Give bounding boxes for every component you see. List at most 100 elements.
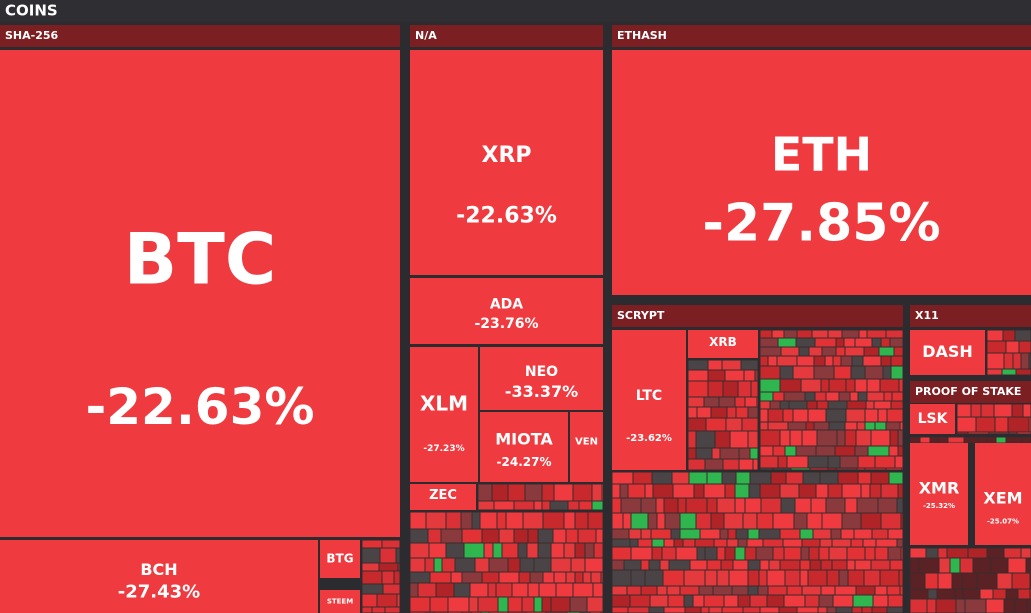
small-tile[interactable] — [688, 360, 708, 370]
small-tile[interactable] — [773, 513, 794, 529]
coin-tile[interactable] — [975, 443, 1031, 545]
small-tile[interactable] — [760, 484, 780, 498]
small-tile[interactable] — [1006, 341, 1019, 353]
small-tile[interactable] — [841, 356, 852, 366]
small-tile[interactable] — [760, 422, 768, 430]
small-tile[interactable] — [813, 529, 831, 539]
small-tile[interactable] — [939, 558, 950, 573]
small-tile[interactable] — [910, 599, 927, 613]
small-tile[interactable] — [525, 484, 542, 501]
small-tile[interactable] — [705, 570, 717, 586]
small-tile[interactable] — [919, 558, 939, 573]
small-tile[interactable] — [462, 572, 482, 583]
small-tile[interactable] — [759, 570, 767, 586]
small-tile[interactable] — [875, 547, 888, 560]
small-tile[interactable] — [720, 529, 728, 539]
small-tile[interactable] — [987, 353, 1004, 369]
small-tile[interactable] — [506, 512, 523, 529]
small-tile[interactable] — [873, 595, 888, 607]
small-tile[interactable] — [842, 484, 861, 498]
small-tile[interactable] — [894, 347, 903, 356]
small-tile[interactable] — [956, 599, 965, 613]
small-tile[interactable] — [489, 558, 508, 572]
small-tile[interactable] — [995, 417, 1008, 432]
small-tile[interactable] — [829, 379, 846, 392]
small-tile[interactable] — [884, 392, 892, 401]
small-tile[interactable] — [858, 392, 867, 401]
small-tile[interactable] — [706, 418, 726, 431]
small-tile[interactable] — [759, 529, 780, 539]
small-tile[interactable] — [648, 513, 657, 529]
small-tile[interactable] — [1008, 417, 1029, 432]
small-tile[interactable] — [747, 539, 763, 547]
small-tile[interactable] — [780, 430, 790, 446]
small-tile[interactable] — [362, 563, 379, 571]
small-tile[interactable] — [771, 472, 786, 484]
small-tile[interactable] — [865, 468, 886, 470]
small-tile[interactable] — [760, 468, 773, 470]
small-tile[interactable] — [1004, 599, 1015, 613]
small-tile[interactable] — [542, 484, 554, 501]
small-tile[interactable] — [821, 586, 835, 595]
small-tile[interactable] — [708, 360, 722, 370]
small-tile[interactable] — [1026, 558, 1031, 573]
small-tile[interactable] — [927, 599, 936, 613]
small-tile[interactable] — [828, 330, 842, 338]
small-tile[interactable] — [833, 595, 853, 607]
small-tile[interactable] — [426, 512, 446, 529]
small-tile[interactable] — [986, 599, 1004, 613]
small-tile[interactable] — [543, 512, 564, 529]
small-tile[interactable] — [738, 539, 747, 547]
small-tile[interactable] — [864, 347, 879, 356]
small-tile[interactable] — [704, 397, 719, 407]
small-tile[interactable] — [950, 558, 960, 573]
small-tile[interactable] — [496, 583, 512, 597]
small-tile[interactable] — [781, 498, 795, 513]
small-tile[interactable] — [876, 539, 897, 547]
small-tile[interactable] — [852, 607, 862, 613]
small-tile[interactable] — [418, 583, 436, 597]
small-tile[interactable] — [1027, 599, 1031, 613]
small-tile[interactable] — [638, 539, 652, 547]
small-tile[interactable] — [807, 513, 822, 529]
small-tile[interactable] — [968, 548, 987, 558]
small-tile[interactable] — [781, 347, 799, 356]
small-tile[interactable] — [868, 446, 889, 456]
small-tile[interactable] — [674, 539, 683, 547]
small-tile[interactable] — [890, 338, 903, 347]
small-tile[interactable] — [742, 418, 758, 431]
small-tile[interactable] — [768, 409, 783, 422]
small-tile[interactable] — [767, 595, 784, 607]
small-tile[interactable] — [872, 607, 887, 613]
small-tile[interactable] — [874, 401, 891, 409]
small-tile[interactable] — [725, 547, 735, 560]
small-tile[interactable] — [621, 498, 641, 513]
small-tile[interactable] — [383, 584, 400, 594]
small-tile[interactable] — [705, 459, 723, 470]
small-tile[interactable] — [796, 446, 816, 456]
small-tile[interactable] — [772, 330, 784, 338]
small-tile[interactable] — [696, 513, 711, 529]
small-tile[interactable] — [652, 547, 662, 560]
small-tile[interactable] — [690, 560, 707, 570]
small-tile[interactable] — [689, 472, 707, 484]
small-tile[interactable] — [680, 513, 696, 529]
small-tile[interactable] — [797, 607, 818, 613]
small-tile[interactable] — [464, 543, 484, 558]
small-tile[interactable] — [855, 446, 868, 456]
small-tile[interactable] — [684, 595, 693, 607]
small-tile[interactable] — [573, 583, 593, 597]
small-tile[interactable] — [628, 607, 649, 613]
small-tile[interactable] — [664, 539, 674, 547]
small-tile[interactable] — [448, 597, 469, 612]
small-tile[interactable] — [1029, 353, 1031, 369]
small-tile[interactable] — [783, 409, 793, 422]
small-tile[interactable] — [678, 498, 686, 513]
small-tile[interactable] — [631, 547, 652, 560]
small-tile[interactable] — [430, 572, 451, 583]
small-tile[interactable] — [987, 437, 996, 443]
small-tile[interactable] — [841, 529, 854, 539]
small-tile[interactable] — [883, 366, 891, 379]
small-tile[interactable] — [620, 484, 628, 498]
small-tile[interactable] — [455, 558, 475, 572]
